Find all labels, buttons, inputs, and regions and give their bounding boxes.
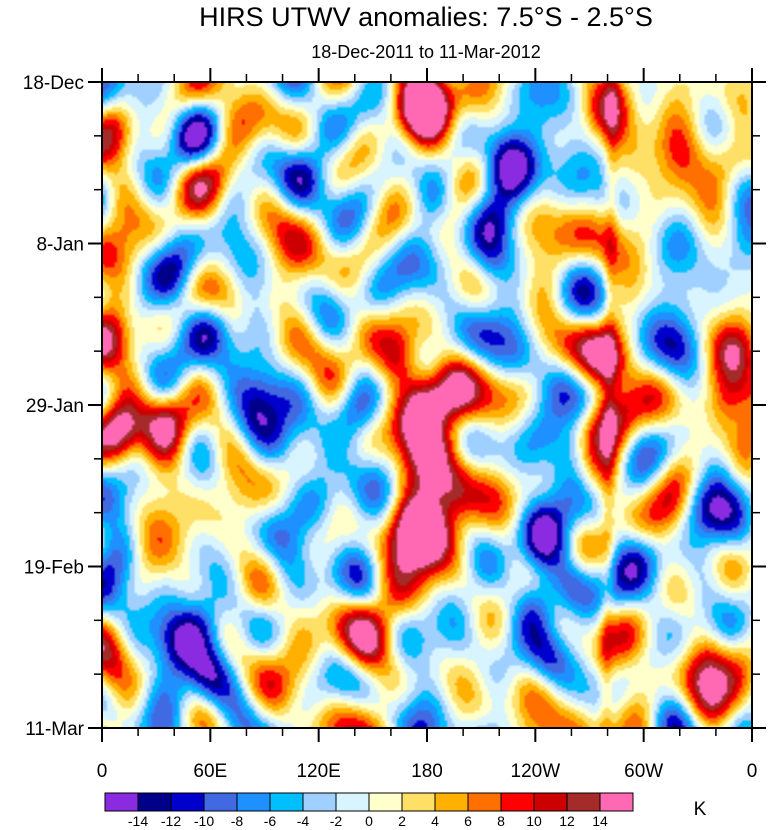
colorbar-swatch: [302, 792, 337, 812]
anomaly-field: [102, 82, 752, 728]
colorbar-label: -14: [128, 813, 148, 829]
x-tick-label: 60W: [624, 761, 663, 782]
colorbar-swatch: [500, 792, 535, 812]
colorbar-label: -4: [297, 813, 310, 829]
colorbar-swatch: [170, 792, 205, 812]
colorbar-swatch: [533, 792, 568, 812]
x-tick-label: 120E: [296, 761, 340, 782]
colorbar-label: 2: [398, 813, 406, 829]
y-tick-label: 19-Feb: [24, 558, 84, 579]
x-tick-label: 0: [747, 761, 758, 782]
colorbar-swatch: [368, 792, 403, 812]
x-tick-label: 120W: [511, 761, 561, 782]
colorbar-swatch: [104, 792, 139, 812]
colorbar-label: -8: [231, 813, 244, 829]
chart-title: HIRS UTWV anomalies: 7.5°S - 2.5°S: [199, 2, 653, 32]
x-tick-label: 60E: [193, 761, 227, 782]
colorbar-label: -6: [264, 813, 277, 829]
chart-subtitle: 18-Dec-2011 to 11-Mar-2012: [311, 42, 540, 62]
colorbar-swatch: [467, 792, 502, 812]
colorbar-label: 12: [559, 813, 575, 829]
colorbar-label: -2: [330, 813, 343, 829]
colorbar-swatch: [434, 792, 469, 812]
colorbar-label: -10: [194, 813, 214, 829]
colorbar-label: 0: [365, 813, 373, 829]
y-axis: 18-Dec 8-Jan 29-Jan 19-Feb 11-Mar: [23, 73, 766, 740]
colorbar-swatch: [269, 792, 304, 812]
colorbar: -14 -12 -10 -8 -6 -4 -2 0 2 4 6 8 10 12 14: [104, 792, 634, 829]
colorbar-label: 14: [592, 813, 608, 829]
colorbar-label: 6: [464, 813, 472, 829]
colorbar-swatch: [401, 792, 436, 812]
colorbar-label: 8: [497, 813, 505, 829]
y-tick-label: 29-Jan: [26, 396, 84, 417]
heatmap-plot-area: [101, 81, 753, 729]
colorbar-swatch: [203, 792, 238, 812]
x-axis: 0 60E 120E 180 120W 60W 0: [97, 68, 758, 782]
colorbar-swatch: [599, 792, 634, 812]
colorbar-swatch: [236, 792, 271, 812]
colorbar-label: -12: [161, 813, 181, 829]
y-tick-label: 11-Mar: [25, 719, 84, 740]
y-tick-label: 18-Dec: [23, 73, 84, 94]
y-tick-label: 8-Jan: [36, 235, 84, 256]
x-tick-label: 180: [411, 761, 443, 782]
colorbar-swatch: [566, 792, 601, 812]
colorbar-label: 10: [526, 813, 542, 829]
colorbar-swatch: [335, 792, 370, 812]
colorbar-swatch: [137, 792, 172, 812]
colorbar-label: 4: [431, 813, 439, 829]
colorbar-unit-label: K: [694, 799, 707, 820]
x-tick-label: 0: [97, 761, 108, 782]
